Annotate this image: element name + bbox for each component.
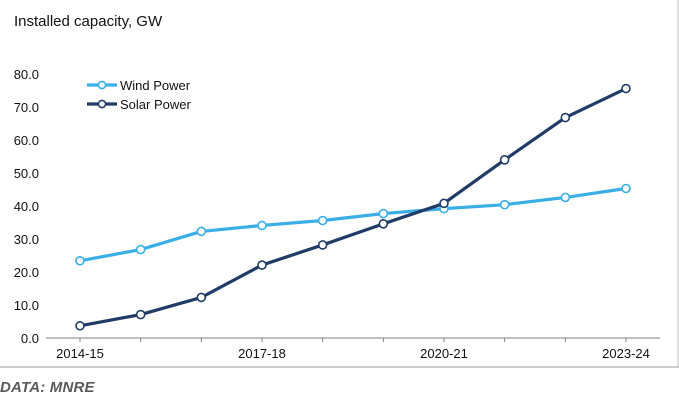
wind-power-point — [257, 220, 267, 231]
wind-power-point — [378, 208, 389, 219]
x-tick-label: 2014-15 — [56, 346, 104, 361]
y-tick-label: 50.0 — [14, 166, 39, 181]
y-tick-label: 20.0 — [14, 265, 39, 280]
y-tick-label: 70.0 — [14, 100, 39, 115]
solar-power-line — [78, 86, 628, 328]
y-axis: 0.0 10.0 20.0 30.0 40.0 50.0 60.0 70.0 80.0 — [14, 67, 39, 346]
wind-power-point — [621, 183, 631, 194]
solar-power-legend-label: Solar Power — [120, 97, 191, 112]
solar-power-point — [439, 198, 449, 209]
solar-power-point — [257, 260, 267, 270]
wind-power-point — [75, 255, 85, 266]
x-tick-label: 2020-21 — [420, 346, 468, 361]
solar-power-point — [317, 240, 328, 250]
y-tick-label: 30.0 — [14, 232, 39, 247]
y-tick-label: 40.0 — [14, 199, 39, 214]
x-tick-label: 2023-24 — [602, 346, 650, 361]
solar-power-legend-marker — [97, 99, 107, 109]
wind-power-legend-label: Wind Power — [120, 78, 191, 93]
y-tick-label: 0.0 — [21, 331, 39, 346]
solar-power-point — [499, 155, 510, 165]
wind-power-legend-marker — [97, 80, 107, 90]
y-tick-label: 80.0 — [14, 67, 39, 82]
solar-power-point — [378, 219, 389, 229]
solar-power-point — [135, 309, 146, 320]
x-tick-label: 2017-18 — [238, 346, 286, 361]
wind-power-line — [78, 186, 628, 263]
y-tick-label: 60.0 — [14, 133, 39, 148]
wind-power-point — [499, 199, 510, 210]
solar-power-point — [621, 83, 631, 94]
wind-power-point — [560, 192, 571, 203]
legend: Wind Power Solar Power — [87, 78, 191, 112]
solar-power-point — [196, 292, 207, 303]
x-axis: 2014-15 2017-18 2020-21 2023-24 — [46, 337, 660, 361]
data-source: DATA: MNRE — [0, 379, 95, 396]
y-tick-label: 10.0 — [14, 298, 39, 313]
chart-title: Installed capacity, GW — [14, 13, 163, 30]
wind-power-point — [196, 226, 207, 237]
series-layer — [75, 83, 631, 331]
wind-power-point — [135, 244, 146, 255]
solar-power-point — [560, 112, 571, 123]
solar-power-point — [75, 320, 85, 331]
wind-power-point — [317, 215, 328, 226]
